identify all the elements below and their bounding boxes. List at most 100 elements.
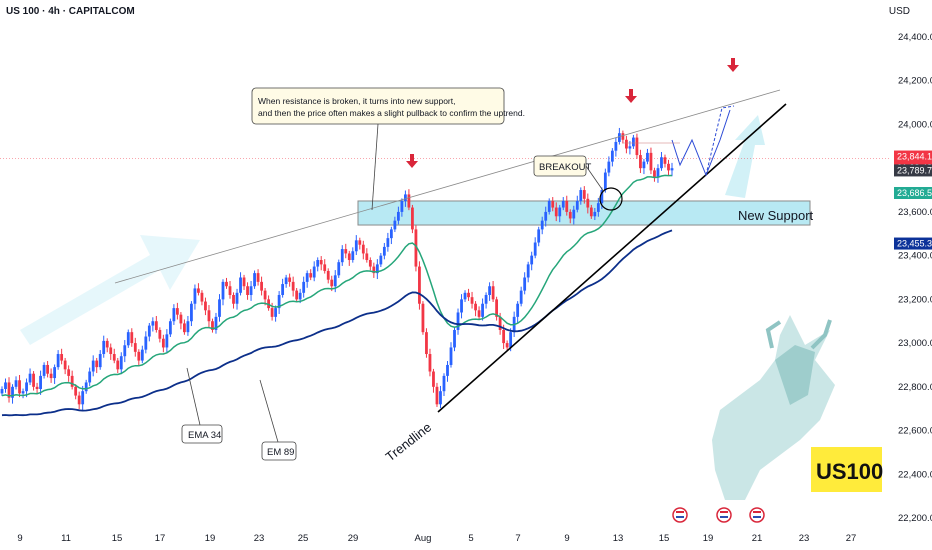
candle-body	[358, 240, 362, 245]
candle-body	[228, 286, 232, 295]
candle-body	[663, 157, 667, 164]
candle-body	[263, 290, 267, 300]
y-tick-label: 23,200.0	[898, 294, 932, 305]
candle-body	[554, 207, 558, 217]
candle-body	[4, 382, 7, 390]
breakout-pointer	[585, 165, 605, 193]
note-box	[251, 87, 505, 125]
candle-body	[407, 194, 411, 208]
price-labels: 23,844.101:08:4823,789.723,686.523,455.3	[894, 150, 932, 250]
candle-body	[235, 292, 239, 304]
candle-body	[561, 200, 565, 208]
candle-body	[411, 207, 414, 230]
candle-body	[439, 391, 442, 405]
candle-body	[305, 273, 309, 282]
candle-body	[0, 389, 4, 394]
candle-body	[49, 373, 53, 379]
candle-body	[302, 281, 306, 293]
time-axis[interactable]: 9 11 15 17 19 23 25 29 Aug 5 7 9 13 15 19 21 23 27	[17, 533, 856, 544]
y-tick-label: 24,000.0	[898, 119, 932, 130]
candle-body	[660, 157, 663, 169]
flag-stripe	[753, 511, 761, 513]
candle-body	[53, 367, 57, 379]
down-arrow-icon	[406, 161, 418, 168]
bull-horn-left	[765, 320, 782, 349]
candle-body	[98, 354, 102, 368]
breakout-label: BREAKOUT	[539, 162, 591, 173]
bull-graphic	[712, 315, 835, 500]
candle-body	[105, 340, 109, 348]
candle-body	[225, 281, 228, 287]
price-tag-value: 23,844.1	[897, 152, 932, 162]
x-tick-label: 29	[348, 533, 359, 544]
bg-arrow-left	[20, 235, 200, 345]
candle-body	[568, 211, 572, 219]
price-tag-value: 23,686.5	[897, 188, 932, 198]
x-tick-label: 17	[155, 533, 166, 544]
us-flag-icon	[749, 507, 765, 523]
candle-body	[298, 292, 302, 300]
new-support-zone	[0, 158, 890, 226]
candle-body	[168, 321, 172, 335]
candle-body	[239, 277, 242, 293]
candle-body	[425, 332, 428, 355]
candle-body	[400, 200, 404, 212]
candle-body	[453, 329, 456, 348]
y-tick-label: 22,400.0	[898, 469, 932, 480]
candle-body	[519, 290, 523, 304]
candle-body	[112, 354, 116, 361]
symbol-title: US 100 · 4h · CAPITALCOM	[6, 6, 135, 17]
candle-body	[190, 303, 193, 322]
candle-body	[421, 303, 425, 333]
candle-body	[130, 332, 134, 344]
x-tick-label: 9	[17, 533, 22, 544]
candle-body	[526, 264, 530, 278]
x-tick-label: 21	[752, 533, 763, 544]
candle-body	[347, 253, 351, 261]
candle-body	[607, 161, 611, 173]
flag-stripe	[676, 516, 684, 518]
down-arrow-stem	[731, 58, 735, 66]
price-axis[interactable]: 24,400.024,200.024,000.023,800.023,600.0…	[898, 32, 932, 524]
candle-body	[232, 294, 235, 304]
brand-badge	[811, 447, 882, 492]
candle-body	[628, 146, 632, 149]
background-arrows	[20, 115, 765, 345]
candle-body	[491, 286, 495, 300]
candle-body	[14, 380, 18, 387]
candle-body	[147, 325, 151, 337]
x-tick-label: Aug	[415, 533, 432, 544]
candle-body	[617, 133, 621, 142]
y-tick-label: 23,000.0	[898, 338, 932, 349]
candle-body	[214, 316, 218, 330]
x-tick-label: 13	[613, 533, 624, 544]
candle-body	[505, 343, 509, 348]
candle-body	[639, 155, 642, 169]
candle-body	[530, 255, 534, 265]
candle-body	[579, 190, 583, 201]
bull-head	[775, 345, 815, 405]
candle-body	[670, 168, 674, 171]
candle-body	[133, 343, 137, 352]
candle-body	[632, 137, 635, 147]
flag-stripe	[676, 511, 684, 513]
candle-body	[432, 371, 435, 387]
candle-body	[446, 364, 449, 376]
candle-body	[91, 360, 95, 372]
candle-body	[418, 266, 421, 304]
candle-body	[477, 310, 481, 317]
candle-body	[28, 373, 32, 383]
candle-body	[456, 312, 460, 330]
candle-body	[200, 292, 204, 302]
candle-body	[333, 275, 337, 287]
x-tick-label: 11	[61, 533, 71, 544]
candle-body	[544, 211, 548, 221]
candle-body	[126, 332, 130, 346]
trendline	[437, 103, 787, 413]
candle-body	[274, 308, 278, 317]
candle-body	[179, 314, 183, 324]
candle-body	[284, 277, 288, 285]
candle-body	[467, 292, 470, 298]
candle-body	[246, 286, 249, 295]
